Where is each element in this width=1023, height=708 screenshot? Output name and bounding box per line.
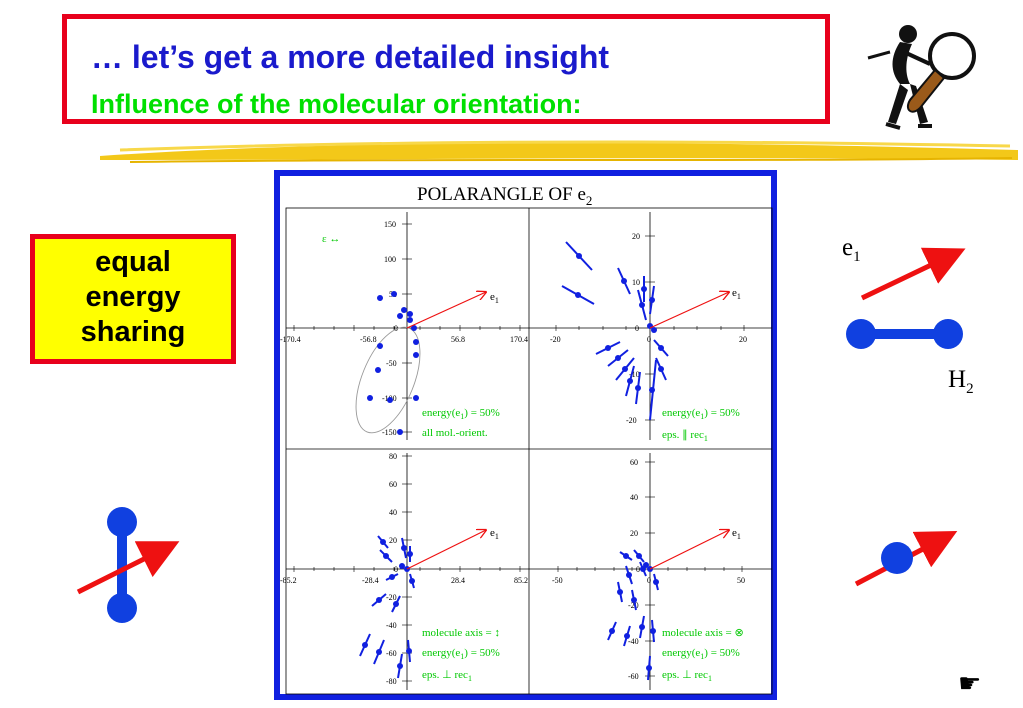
svg-text:150: 150 <box>384 220 396 229</box>
epsilon-label: ε ↔ <box>322 233 340 245</box>
svg-text:energy(e1) = 50%: energy(e1) = 50% <box>662 647 740 661</box>
panel-top-left: ε ↔ -170.4 -56.8 56.8 170.4 150 100 50 0… <box>280 212 529 440</box>
h2-atom-into-page <box>881 542 913 574</box>
svg-text:40: 40 <box>630 493 638 502</box>
svg-text:molecule axis = ⊗: molecule axis = ⊗ <box>662 627 744 639</box>
svg-text:60: 60 <box>389 480 397 489</box>
side-box-line-1: equal <box>95 246 171 278</box>
svg-text:-20: -20 <box>386 593 397 602</box>
svg-text:0: 0 <box>647 335 651 344</box>
svg-text:20: 20 <box>632 232 640 241</box>
svg-text:energy(e1) = 50%: energy(e1) = 50% <box>662 407 740 421</box>
polar-angle-figure-frame <box>274 170 777 700</box>
svg-text:all mol.-orient.: all mol.-orient. <box>422 427 488 439</box>
equal-energy-sharing-box: equal energy sharing <box>30 234 236 364</box>
panel-bottom-left: -85.2 -28.4 28.4 85.2 80 60 40 20 0 -20 … <box>280 452 529 690</box>
side-box-line-2: energy <box>85 281 181 313</box>
figure-title: POLARANGLE OF e2 <box>417 184 592 208</box>
svg-text:20: 20 <box>739 335 747 344</box>
svg-text:0: 0 <box>635 324 639 333</box>
svg-text:-40: -40 <box>386 621 397 630</box>
svg-text:-60: -60 <box>386 649 397 658</box>
svg-text:eps. ⊥ rec1: eps. ⊥ rec1 <box>422 669 472 683</box>
h2-atom-bottom <box>107 593 137 623</box>
svg-text:-150: -150 <box>382 428 397 437</box>
h2-atom-right <box>933 319 963 349</box>
svg-text:e1: e1 <box>732 287 741 301</box>
e1-arrow-top-right <box>860 247 966 301</box>
h2-atom-left <box>846 319 876 349</box>
svg-text:170.4: 170.4 <box>510 335 528 344</box>
svg-text:20: 20 <box>389 536 397 545</box>
polar-angle-figure: POLARANGLE OF e2 ε ↔ -170.4 -56.8 56.8 1… <box>280 184 773 695</box>
side-box-line-3: sharing <box>80 316 186 348</box>
svg-text:-20: -20 <box>626 416 637 425</box>
title-box: … let’s get a more detailed insight Infl… <box>62 14 830 124</box>
e1-label: e1 <box>842 234 861 265</box>
h2-label: H2 <box>948 366 974 397</box>
svg-text:eps. ∥ rec1: eps. ∥ rec1 <box>662 429 708 443</box>
svg-text:20: 20 <box>630 529 638 538</box>
svg-text:molecule axis = ↕: molecule axis = ↕ <box>422 627 500 639</box>
detective-magnifier-icon <box>867 25 976 130</box>
svg-text:85.2: 85.2 <box>514 576 528 585</box>
svg-text:energy(e1) = 50%: energy(e1) = 50% <box>422 647 500 661</box>
svg-text:56.8: 56.8 <box>451 335 465 344</box>
svg-text:0: 0 <box>394 324 398 333</box>
panel-top-right: -20 0 20 20 10 0 -10 -20 e1 energy(e1) =… <box>529 212 772 443</box>
svg-text:0: 0 <box>636 565 640 574</box>
svg-text:-40: -40 <box>628 637 639 646</box>
svg-text:28.4: 28.4 <box>451 576 465 585</box>
svg-text:-20: -20 <box>628 601 639 610</box>
svg-text:e1: e1 <box>490 291 499 305</box>
slide-title: … let’s get a more detailed insight <box>91 39 610 75</box>
svg-text:80: 80 <box>389 452 397 461</box>
svg-text:eps. ⊥ rec1: eps. ⊥ rec1 <box>662 669 712 683</box>
svg-text:e1: e1 <box>732 527 741 541</box>
svg-text:-80: -80 <box>386 677 397 686</box>
svg-text:-50: -50 <box>386 359 397 368</box>
h2-atom-top <box>107 507 137 537</box>
svg-text:-20: -20 <box>550 335 561 344</box>
e1-arrow-bottom-left <box>76 541 180 595</box>
svg-text:-28.4: -28.4 <box>362 576 379 585</box>
svg-text:0: 0 <box>394 565 398 574</box>
svg-text:-50: -50 <box>552 576 563 585</box>
svg-text:-60: -60 <box>628 672 639 681</box>
panel-bottom-right: -50 0 50 60 40 20 0 -20 -40 -60 e1 molec… <box>529 453 772 690</box>
svg-text:10: 10 <box>632 278 640 287</box>
svg-text:-170.4: -170.4 <box>280 335 301 344</box>
svg-text:100: 100 <box>384 255 396 264</box>
svg-text:-56.8: -56.8 <box>360 335 377 344</box>
svg-text:40: 40 <box>389 508 397 517</box>
pointing-hand-icon[interactable]: ☛ <box>958 668 982 698</box>
svg-text:e1: e1 <box>490 527 499 541</box>
svg-text:60: 60 <box>630 458 638 467</box>
svg-text:50: 50 <box>737 576 745 585</box>
slide-subtitle: Influence of the molecular orientation: <box>91 89 582 119</box>
svg-text:energy(e1) = 50%: energy(e1) = 50% <box>422 407 500 421</box>
svg-text:-85.2: -85.2 <box>280 576 297 585</box>
svg-text:0: 0 <box>647 576 651 585</box>
svg-text:-10: -10 <box>629 370 640 379</box>
